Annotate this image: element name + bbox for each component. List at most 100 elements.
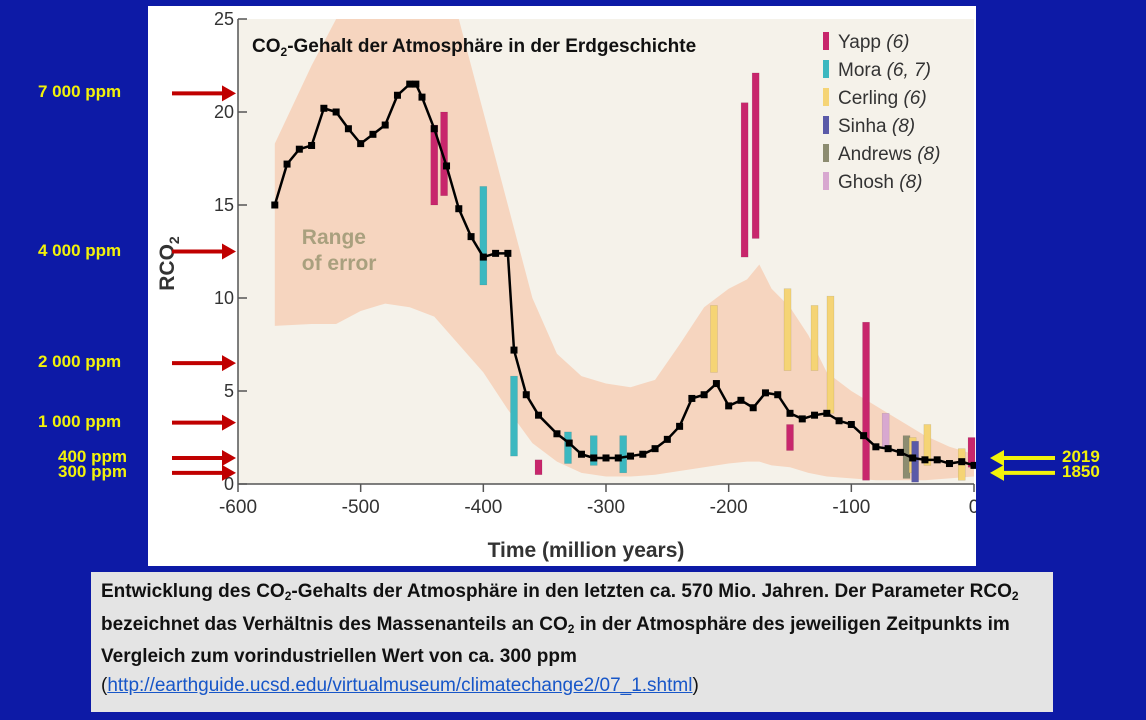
rco2-point-11 xyxy=(406,80,414,88)
rco2-point-55 xyxy=(933,456,941,464)
y-tick-label-25: 25 xyxy=(214,9,234,29)
proxy-bar-cerling-20 xyxy=(923,424,932,466)
rco2-point-30 xyxy=(627,452,635,460)
rco2-point-33 xyxy=(663,435,671,443)
rco2-point-37 xyxy=(712,380,720,388)
rco2-point-41 xyxy=(761,389,769,397)
source-link[interactable]: http://earthguide.ucsd.edu/virtualmuseum… xyxy=(107,674,693,696)
rco2-point-42 xyxy=(774,391,782,399)
caption-text-2: -Gehalts der Atmosphäre in den letzten c… xyxy=(291,581,1012,602)
proxy-bar-ghosh-16 xyxy=(881,413,890,448)
rco2-point-15 xyxy=(443,162,451,170)
x-tick-label-0: 0 xyxy=(969,497,976,518)
rco2-point-46 xyxy=(823,409,831,417)
rco2-point-27 xyxy=(590,454,598,462)
caption-box: Entwicklung des CO 2 -Gehalts der Atmosphä… xyxy=(91,572,1053,712)
rco2-point-2 xyxy=(295,145,303,153)
caption-sub-3: 2 xyxy=(567,621,575,636)
rco2-point-34 xyxy=(676,422,684,430)
chart-title-sub: 2 xyxy=(281,45,288,59)
legend-ref-ghosh: (8) xyxy=(899,172,922,193)
rco2-point-8 xyxy=(369,130,377,138)
proxy-bar-yapp-15 xyxy=(862,321,870,481)
caption-text-4: in der Atmosphäre des jeweiligen Zeitpun… xyxy=(101,613,1010,668)
rco2-point-22 xyxy=(522,391,530,399)
chart-panel: Range of error 0 5 10 15 20 25 -600 -500 -400 -300-… xyxy=(148,6,976,566)
proxy-bar-yapp-1 xyxy=(440,111,448,196)
x-tick-label--400: -400 xyxy=(464,497,502,518)
rco2-point-52 xyxy=(896,448,904,456)
rco2-point-47 xyxy=(835,417,843,425)
ppm-label-5: 300 ppm xyxy=(58,461,127,481)
x-tick-label--300: -300 xyxy=(587,497,625,518)
y-tick-label-10: 10 xyxy=(214,288,234,308)
rco2-point-1 xyxy=(283,160,291,168)
rco2-point-40 xyxy=(749,404,757,412)
rco2-point-58 xyxy=(970,461,976,469)
proxy-bar-mora-6 xyxy=(589,435,598,466)
year-arrow-2019 xyxy=(990,449,1055,466)
proxy-bar-yapp-0 xyxy=(430,124,439,206)
proxy-bar-mora-5 xyxy=(564,431,572,464)
x-axis-title: Time (million years) xyxy=(488,539,685,562)
rco2-point-50 xyxy=(872,443,880,451)
rco2-point-48 xyxy=(847,420,855,428)
legend-swatch-mora xyxy=(823,60,829,78)
legend-swatch-andrews xyxy=(823,144,829,162)
legend-label-sinha: Sinha (8) xyxy=(838,116,915,137)
rco2-point-3 xyxy=(308,141,316,149)
legend-name-andrews: Andrews xyxy=(838,144,917,165)
rco2-point-57 xyxy=(958,458,966,466)
y-tick-label-15: 15 xyxy=(214,195,234,215)
ppm-label-3: 1 000 ppm xyxy=(38,411,122,431)
y-axis-title-sub: 2 xyxy=(166,236,182,244)
proxy-bar-yapp-10 xyxy=(751,72,760,239)
rco2-point-17 xyxy=(467,233,475,241)
rco2-point-53 xyxy=(909,454,917,462)
proxy-bar-yapp-4 xyxy=(534,459,543,475)
legend-label-mora: Mora (6, 7) xyxy=(838,60,931,81)
rco2-point-38 xyxy=(725,402,733,410)
rco2-point-43 xyxy=(786,409,794,417)
y-tick-label-5: 5 xyxy=(224,381,234,401)
legend-swatch-cerling xyxy=(823,88,829,106)
rco2-point-45 xyxy=(811,411,819,419)
year-arrow-1850 xyxy=(990,464,1055,481)
rco2-point-18 xyxy=(479,253,487,261)
legend-label-yapp: Yapp (6) xyxy=(838,32,909,53)
legend-ref-sinha: (8) xyxy=(892,116,915,137)
rco2-point-13 xyxy=(418,93,426,101)
rco2-point-51 xyxy=(884,445,892,453)
rco2-point-29 xyxy=(614,454,622,462)
rco2-point-28 xyxy=(602,454,610,462)
rco2-point-54 xyxy=(921,456,929,464)
range-label-line-1: Range xyxy=(302,226,366,249)
legend-swatch-ghosh xyxy=(823,172,829,190)
proxy-bar-yapp-9 xyxy=(740,102,749,258)
rco2-point-20 xyxy=(504,249,512,257)
y-axis-title-main: RCO xyxy=(156,244,179,291)
range-of-error-band xyxy=(274,19,974,481)
rco2-point-25 xyxy=(565,439,573,447)
legend-ref-mora: (6, 7) xyxy=(887,60,931,81)
x-tick-label--200: -200 xyxy=(710,497,748,518)
legend-name-cerling: Cerling xyxy=(838,88,903,109)
proxy-bar-cerling-11 xyxy=(783,288,792,371)
rco2-point-23 xyxy=(535,411,543,419)
caption-text-1: Entwicklung des CO xyxy=(101,581,285,602)
proxy-bar-mora-2 xyxy=(479,186,488,286)
chart-title-rest: -Gehalt der Atmosphäre in der Erdgeschic… xyxy=(287,36,696,57)
rco2-point-36 xyxy=(700,391,708,399)
proxy-bar-cerling-8 xyxy=(710,305,718,373)
proxy-bar-yapp-12 xyxy=(786,424,794,451)
rco2-point-14 xyxy=(430,125,438,133)
caption-text-3: bezeichnet das Verhältnis des Massenante… xyxy=(101,613,568,635)
rco2-point-5 xyxy=(332,108,340,116)
caption-open-paren: ( xyxy=(101,674,108,696)
ppm-label-1: 4 000 ppm xyxy=(38,240,122,260)
ppm-label-4: 400 ppm xyxy=(58,446,127,466)
legend-ref-cerling: (6) xyxy=(903,88,926,109)
rco2-point-49 xyxy=(860,432,868,440)
